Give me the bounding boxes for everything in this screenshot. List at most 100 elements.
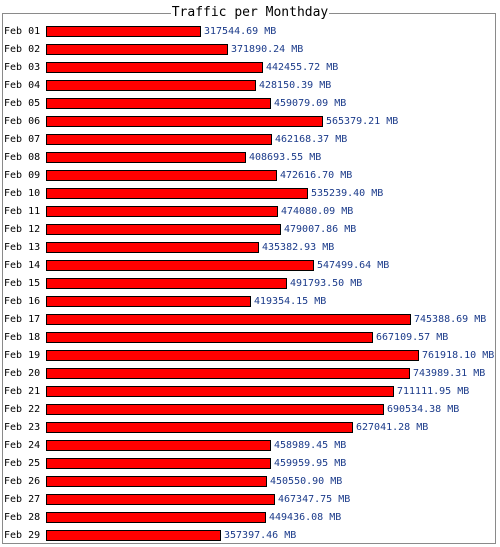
day-label: Feb 26 bbox=[4, 476, 41, 487]
traffic-bar bbox=[46, 278, 287, 289]
value-label: 449436.08 MB bbox=[269, 512, 342, 523]
value-label: 317544.69 MB bbox=[204, 26, 277, 37]
day-label: Feb 01 bbox=[4, 26, 41, 37]
traffic-bar bbox=[46, 170, 277, 181]
bar-row: Feb 06 565379.21 MB bbox=[0, 113, 500, 131]
bar-row: Feb 29 357397.46 MB bbox=[0, 527, 500, 545]
traffic-bar bbox=[46, 62, 263, 73]
day-label: Feb 16 bbox=[4, 296, 41, 307]
bar-row: Feb 04 428150.39 MB bbox=[0, 77, 500, 95]
bar-row: Feb 21 711111.95 MB bbox=[0, 383, 500, 401]
day-label: Feb 25 bbox=[4, 458, 41, 469]
value-label: 761918.10 MB bbox=[422, 350, 495, 361]
traffic-bar bbox=[46, 530, 221, 541]
bar-row: Feb 01 317544.69 MB bbox=[0, 23, 500, 41]
traffic-bar bbox=[46, 350, 419, 361]
day-label: Feb 10 bbox=[4, 188, 41, 199]
bar-row: Feb 08 408693.55 MB bbox=[0, 149, 500, 167]
day-label: Feb 04 bbox=[4, 80, 41, 91]
day-label: Feb 23 bbox=[4, 422, 41, 433]
bar-row: Feb 22 690534.38 MB bbox=[0, 401, 500, 419]
value-label: 442455.72 MB bbox=[266, 62, 339, 73]
traffic-bar bbox=[46, 458, 271, 469]
value-label: 435382.93 MB bbox=[262, 242, 335, 253]
day-label: Feb 29 bbox=[4, 530, 41, 541]
traffic-bar bbox=[46, 296, 251, 307]
day-label: Feb 22 bbox=[4, 404, 41, 415]
traffic-bar bbox=[46, 494, 275, 505]
traffic-bar bbox=[46, 404, 384, 415]
traffic-bar bbox=[46, 332, 373, 343]
value-label: 462168.37 MB bbox=[275, 134, 348, 145]
day-label: Feb 14 bbox=[4, 260, 41, 271]
bar-row: Feb 02 371890.24 MB bbox=[0, 41, 500, 59]
traffic-bar bbox=[46, 26, 201, 37]
day-label: Feb 19 bbox=[4, 350, 41, 361]
value-label: 690534.38 MB bbox=[387, 404, 460, 415]
day-label: Feb 28 bbox=[4, 512, 41, 523]
traffic-bar bbox=[46, 224, 281, 235]
traffic-bar bbox=[46, 188, 308, 199]
bar-row: Feb 23 627041.28 MB bbox=[0, 419, 500, 437]
traffic-bar bbox=[46, 314, 411, 325]
value-label: 459959.95 MB bbox=[274, 458, 347, 469]
traffic-bar bbox=[46, 116, 323, 127]
value-label: 745388.69 MB bbox=[414, 314, 487, 325]
traffic-bar bbox=[46, 206, 278, 217]
bar-row: Feb 26 450550.90 MB bbox=[0, 473, 500, 491]
value-label: 627041.28 MB bbox=[356, 422, 429, 433]
value-label: 371890.24 MB bbox=[231, 44, 304, 55]
value-label: 458989.45 MB bbox=[274, 440, 347, 451]
chart-title: Traffic per Monthday bbox=[0, 4, 500, 22]
value-label: 667109.57 MB bbox=[376, 332, 449, 343]
day-label: Feb 06 bbox=[4, 116, 41, 127]
traffic-bar bbox=[46, 260, 314, 271]
day-label: Feb 15 bbox=[4, 278, 41, 289]
day-label: Feb 11 bbox=[4, 206, 41, 217]
bar-row: Feb 27 467347.75 MB bbox=[0, 491, 500, 509]
value-label: 419354.15 MB bbox=[254, 296, 327, 307]
bar-row: Feb 19 761918.10 MB bbox=[0, 347, 500, 365]
value-label: 479007.86 MB bbox=[284, 224, 357, 235]
bar-row: Feb 25 459959.95 MB bbox=[0, 455, 500, 473]
traffic-bar bbox=[46, 386, 394, 397]
day-label: Feb 20 bbox=[4, 368, 41, 379]
traffic-bar bbox=[46, 134, 272, 145]
traffic-bar bbox=[46, 44, 228, 55]
traffic-bar bbox=[46, 512, 266, 523]
traffic-bar bbox=[46, 152, 246, 163]
value-label: 428150.39 MB bbox=[259, 80, 332, 91]
bar-row: Feb 05 459079.09 MB bbox=[0, 95, 500, 113]
value-label: 547499.64 MB bbox=[317, 260, 390, 271]
value-label: 474080.09 MB bbox=[281, 206, 354, 217]
bar-row: Feb 17 745388.69 MB bbox=[0, 311, 500, 329]
value-label: 459079.09 MB bbox=[274, 98, 347, 109]
day-label: Feb 13 bbox=[4, 242, 41, 253]
value-label: 450550.90 MB bbox=[270, 476, 343, 487]
value-label: 743989.31 MB bbox=[413, 368, 486, 379]
bar-row: Feb 14 547499.64 MB bbox=[0, 257, 500, 275]
bar-row: Feb 24 458989.45 MB bbox=[0, 437, 500, 455]
traffic-bar bbox=[46, 368, 410, 379]
value-label: 357397.46 MB bbox=[224, 530, 297, 541]
traffic-bar bbox=[46, 98, 271, 109]
chart-title-text: Traffic per Monthday bbox=[170, 5, 330, 20]
bar-row: Feb 18 667109.57 MB bbox=[0, 329, 500, 347]
bar-row: Feb 11 474080.09 MB bbox=[0, 203, 500, 221]
traffic-bar bbox=[46, 476, 267, 487]
bar-row: Feb 16 419354.15 MB bbox=[0, 293, 500, 311]
day-label: Feb 21 bbox=[4, 386, 41, 397]
bar-row: Feb 03 442455.72 MB bbox=[0, 59, 500, 77]
day-label: Feb 02 bbox=[4, 44, 41, 55]
day-label: Feb 05 bbox=[4, 98, 41, 109]
value-label: 408693.55 MB bbox=[249, 152, 322, 163]
day-label: Feb 17 bbox=[4, 314, 41, 325]
value-label: 711111.95 MB bbox=[397, 386, 470, 397]
value-label: 491793.50 MB bbox=[290, 278, 363, 289]
bar-row: Feb 28 449436.08 MB bbox=[0, 509, 500, 527]
day-label: Feb 03 bbox=[4, 62, 41, 73]
value-label: 467347.75 MB bbox=[278, 494, 351, 505]
day-label: Feb 09 bbox=[4, 170, 41, 181]
bar-row: Feb 12 479007.86 MB bbox=[0, 221, 500, 239]
